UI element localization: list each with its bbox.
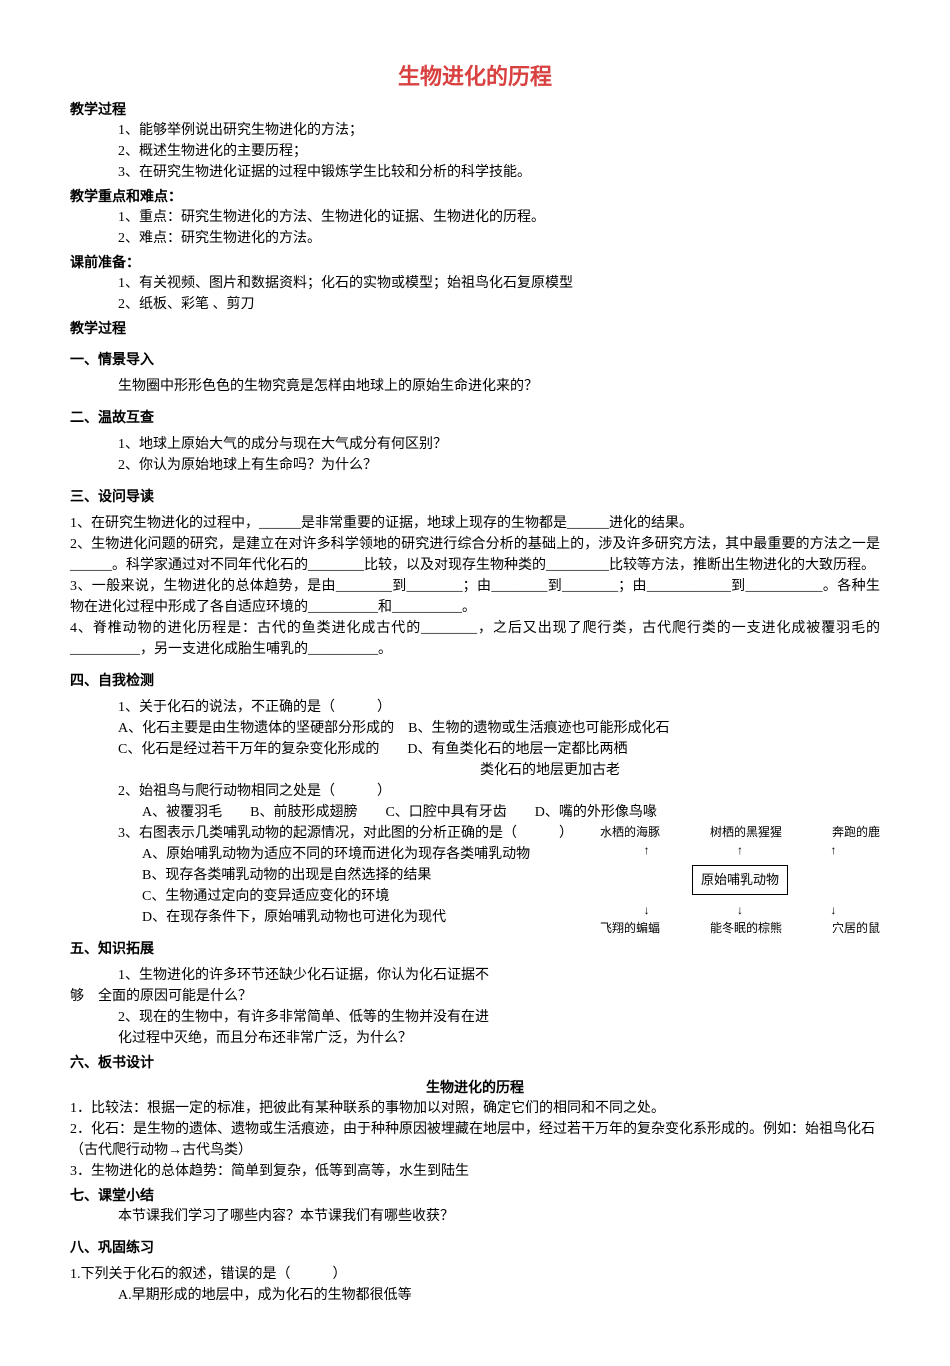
- text-line: 化过程中灭绝，而且分布还非常广泛，为什么？: [70, 1028, 880, 1049]
- arrow-down-icon: [644, 901, 650, 919]
- text-line: 1、能够举例说出研究生物进化的方法；: [70, 120, 880, 141]
- diagram-center: 原始哺乳动物: [692, 865, 788, 895]
- diagram-node: 飞翔的蝙蝠: [600, 919, 660, 937]
- text-line: 1、在研究生物进化的过程中，______是非常重要的证据，地球上现存的生物都是_…: [70, 513, 880, 534]
- text-line: 1、地球上原始大气的成分与现在大气成分有何区别？: [70, 434, 880, 455]
- text-line: 2．化石：是生物的遗体、遗物或生活痕迹，由于种种原因被埋藏在地层中，经过若干万年…: [70, 1119, 880, 1161]
- q1: 1、关于化石的说法，不正确的是（ ）: [70, 697, 880, 718]
- diagram-node: 树栖的黑猩猩: [710, 823, 782, 841]
- text-line: 2、难点：研究生物进化的方法。: [70, 228, 880, 249]
- q2: 2、始祖鸟与爬行动物相同之处是（ ）: [70, 781, 880, 802]
- sec-teaching-process: 教学过程: [70, 99, 880, 120]
- diagram-node: 奔跑的鹿: [832, 823, 880, 841]
- sec-summary: 七、课堂小结: [70, 1185, 880, 1206]
- sec-review: 二、温故互查: [70, 407, 880, 428]
- text-line: 2、生物进化问题的研究，是建立在对许多科学领地的研究进行综合分析的基础上的，涉及…: [70, 534, 880, 576]
- text-line: 4、脊椎动物的进化历程是：古代的鱼类进化成古代的________，之后又出现了爬…: [70, 618, 880, 660]
- sec-process2: 教学过程: [70, 318, 880, 339]
- sec-practice: 八、巩固练习: [70, 1237, 880, 1258]
- board-subtitle: 生物进化的历程: [70, 1077, 880, 1098]
- text-line: 1、有关视频、图片和数据资料；化石的实物或模型；始祖鸟化石复原模型: [70, 273, 880, 294]
- arrow-up-icon: [737, 841, 743, 859]
- q1-opts: 类化石的地层更加古老: [70, 760, 880, 781]
- mammal-diagram: 水栖的海豚 树栖的黑猩猩 奔跑的鹿 原始哺乳动物 飞翔的蝙蝠 能冬眠的棕熊 穴居…: [600, 823, 880, 937]
- sec-intro: 一、情景导入: [70, 349, 880, 370]
- text-line: 够 全面的原因可能是什么？: [70, 986, 880, 1007]
- sec-selftest: 四、自我检测: [70, 670, 880, 691]
- arrow-down-icon: [737, 901, 743, 919]
- sec-keypoints: 教学重点和难点：: [70, 186, 880, 207]
- text-line: 2、概述生物进化的主要历程；: [70, 141, 880, 162]
- text-line: 1．比较法：根据一定的标准，把彼此有某种联系的事物加以对照，确定它们的相同和不同…: [70, 1098, 880, 1119]
- text-line: 1.下列关于化石的叙述，错误的是（ ）: [70, 1264, 880, 1285]
- arrow-up-icon: [644, 841, 650, 859]
- text-line: 2、纸板、彩笔 、剪刀: [70, 294, 880, 315]
- text-line: 3．生物进化的总体趋势：简单到复杂，低等到高等，水生到陆生: [70, 1161, 880, 1182]
- diagram-node: 能冬眠的棕熊: [710, 919, 782, 937]
- text-line: 2、现在的生物中，有许多非常简单、低等的生物并没有在进: [70, 1007, 880, 1028]
- text-line: 2、你认为原始地球上有生命吗？为什么？: [70, 455, 880, 476]
- diagram-node: 穴居的鼠: [832, 919, 880, 937]
- sec-questions: 三、设问导读: [70, 486, 880, 507]
- text-line: 本节课我们学习了哪些内容？本节课我们有哪些收获？: [70, 1206, 880, 1227]
- text-line: 3、在研究生物进化证据的过程中锻炼学生比较和分析的科学技能。: [70, 162, 880, 183]
- text-line: 1、重点：研究生物进化的方法、生物进化的证据、生物进化的历程。: [70, 207, 880, 228]
- text-line: A.早期形成的地层中，成为化石的生物都很低等: [70, 1285, 880, 1306]
- arrow-up-icon: [830, 841, 836, 859]
- text-line: 1、生物进化的许多环节还缺少化石证据，你认为化石证据不: [70, 965, 880, 986]
- text-line: 生物圈中形形色色的生物究竟是怎样由地球上的原始生命进化来的？: [70, 376, 880, 397]
- sec-preparation: 课前准备：: [70, 252, 880, 273]
- text-line: 3、一般来说，生物进化的总体趋势，是由________到________；由__…: [70, 576, 880, 618]
- page-title: 生物进化的历程: [70, 60, 880, 93]
- q1-opts: C、化石是经过若干万年的复杂变化形成的 D、有鱼类化石的地层一定都比两栖: [70, 739, 880, 760]
- diagram-node: 水栖的海豚: [600, 823, 660, 841]
- q1-opts: A、化石主要是由生物遗体的坚硬部分形成的 B、生物的遗物或生活痕迹也可能形成化石: [70, 718, 880, 739]
- sec-board: 六、板书设计: [70, 1052, 880, 1073]
- arrow-down-icon: [830, 901, 836, 919]
- sec-extension: 五、知识拓展: [70, 938, 880, 959]
- q2-opts: A、被覆羽毛 B、前肢形成翅膀 C、口腔中具有牙齿 D、嘴的外形像鸟喙: [70, 802, 880, 823]
